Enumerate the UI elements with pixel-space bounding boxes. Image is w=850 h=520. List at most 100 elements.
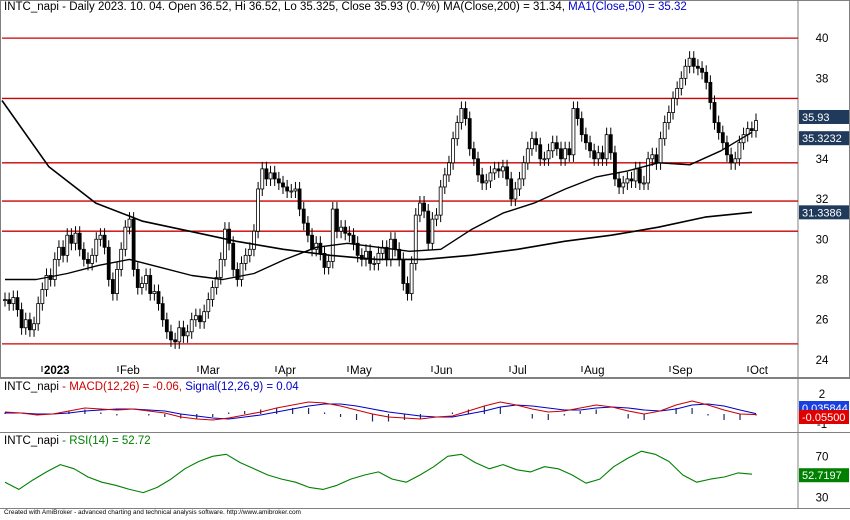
price-header-main: - Daily 2023. 10. 04. Open 36.52, Hi 36.… [58, 1, 569, 13]
price-ytick-label: 38 [816, 73, 829, 85]
xtick-label: May [350, 365, 372, 377]
price-ytick-label: 24 [816, 355, 829, 367]
xtick-label: Feb [120, 365, 140, 377]
candle-body [268, 172, 273, 180]
price-ytick-label: 34 [816, 154, 829, 166]
candle-body [351, 234, 356, 244]
candle-body [418, 202, 422, 216]
rsi-header-text: - RSI(14) = 52.72 [58, 435, 151, 447]
candle-body [583, 134, 588, 144]
rsi-value-tag: 52.7197 [802, 470, 842, 482]
candle-body [579, 118, 584, 136]
candle-body [517, 178, 522, 190]
candle-body [335, 208, 339, 232]
rsi-ytick-label: 30 [816, 493, 829, 505]
candle-body [459, 108, 464, 123]
candle-body [749, 128, 754, 132]
candle-body [7, 299, 12, 305]
candle-body [637, 168, 642, 184]
xtick-label: Oct [750, 365, 769, 377]
price-panel: INTC_napi - Daily 2023. 10. 04. Open 36.… [4, 1, 687, 13]
candle-body [243, 254, 248, 264]
candle-body [144, 275, 148, 284]
candle-body [36, 303, 41, 325]
candle-body [115, 269, 119, 294]
candle-body [505, 166, 509, 180]
ma200-line [1, 100, 753, 261]
xtick-label: Jun [434, 365, 453, 377]
candle-body [11, 297, 16, 305]
candle-body [206, 299, 211, 313]
candle-body [223, 228, 227, 260]
candle-body [592, 150, 597, 160]
candle-body [86, 258, 90, 264]
candle-body [110, 279, 115, 294]
candle-body [173, 339, 178, 343]
macd-line [4, 400, 757, 421]
footer-credit: Created with AmiBroker - advanced charti… [4, 509, 301, 516]
candle-body [683, 65, 688, 79]
candle-body [422, 202, 426, 212]
macd-header-signal: Signal(12,26,9) = 0.04 [185, 381, 299, 393]
candle-body [239, 262, 244, 280]
xtick-label: 2023 [44, 365, 70, 377]
candle-body [102, 234, 107, 248]
candle-body [3, 299, 7, 302]
macd-value-tag-bg [799, 410, 849, 424]
candle-body [235, 269, 240, 280]
candle-body [725, 142, 729, 156]
candle-body [202, 311, 207, 323]
ma200-value-tag: 31.3386 [802, 207, 842, 219]
candle-body [181, 327, 186, 337]
xtick-label: Apr [278, 365, 296, 377]
candle-body [135, 269, 140, 288]
candle-body [57, 246, 61, 260]
candle-body [285, 186, 290, 192]
candle-body [314, 242, 319, 250]
candle-body [347, 232, 352, 236]
candle-body [455, 122, 460, 140]
price-header-ma1: MA1(Close,50) = 35.32 [568, 1, 687, 13]
xtick-label: Sep [672, 365, 692, 377]
candle-body [426, 210, 431, 244]
candle-body [501, 166, 505, 172]
candle-body [476, 158, 480, 176]
candle-body [397, 248, 402, 260]
candle-body [563, 148, 568, 160]
candle-body [94, 238, 99, 256]
candle-body [65, 234, 70, 256]
close-value-tag-bg [799, 109, 849, 124]
candle-body [447, 162, 451, 176]
candle-body [658, 138, 663, 164]
candle-body [608, 134, 613, 154]
candle-body [231, 242, 236, 270]
rsi-header: INTC_napi - RSI(14) = 52.72 [4, 435, 151, 447]
candle-body [687, 57, 692, 67]
rsi-ytick-label: 70 [816, 451, 829, 463]
xtick-label: Aug [584, 365, 604, 377]
candle-body [27, 319, 32, 331]
price-ytick-label: 30 [816, 234, 829, 246]
candle-body [32, 323, 36, 331]
candle-body [534, 138, 538, 146]
candle-body [44, 275, 49, 290]
price-header: INTC_napi - Daily 2023. 10. 04. Open 36.… [4, 1, 687, 13]
candle-body [264, 168, 269, 180]
candle-body [712, 102, 717, 123]
candle-body [210, 287, 215, 301]
candle-body [376, 252, 381, 264]
macd-ytick-label: 2 [819, 389, 825, 401]
candle-body [310, 234, 314, 250]
candle-body [15, 297, 20, 311]
price-header-ticker: INTC_napi [4, 1, 59, 13]
candle-body [326, 260, 331, 268]
candle-body [131, 218, 136, 270]
candle-body [666, 112, 671, 123]
candle-body [675, 88, 680, 99]
candle-body [372, 262, 377, 265]
candle-body [704, 71, 709, 83]
candle-body [123, 226, 128, 250]
candle-body [442, 174, 447, 188]
close-value-tag: 35.93 [802, 112, 830, 124]
candle-body [596, 152, 601, 160]
